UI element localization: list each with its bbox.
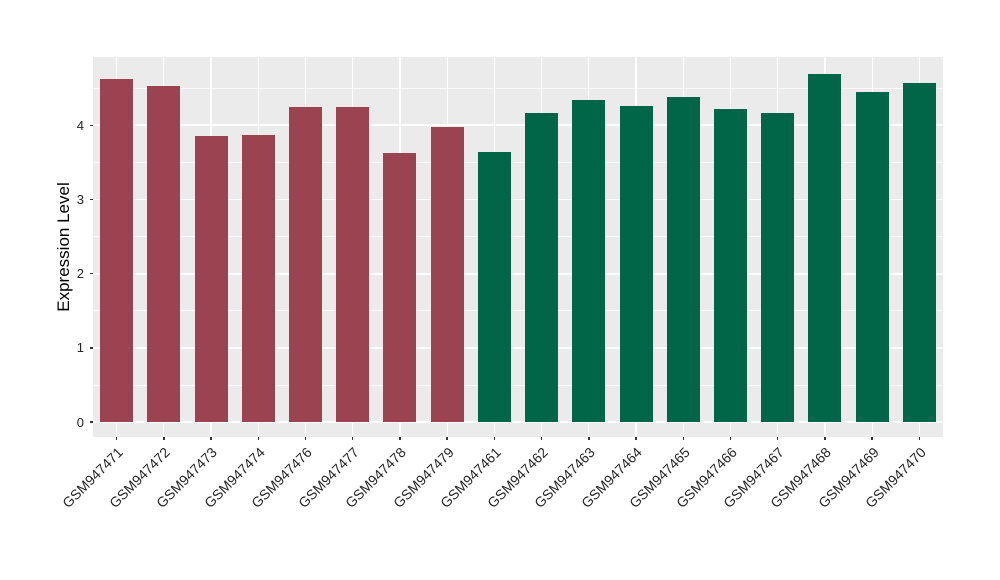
y-tick-mark	[90, 272, 93, 275]
x-tick-mark	[446, 437, 448, 440]
y-tick-mark	[90, 347, 93, 349]
bar-GSM947462	[525, 113, 559, 423]
plot-panel	[93, 57, 943, 437]
x-tick-mark	[304, 437, 307, 440]
major-gridline	[93, 124, 943, 127]
x-tick-mark	[776, 437, 779, 440]
bar-GSM947479	[430, 126, 464, 423]
x-tick-mark	[540, 437, 543, 440]
x-tick-mark	[257, 437, 260, 440]
x-tick-mark	[115, 437, 118, 440]
x-tick-mark	[635, 437, 637, 440]
bar-GSM947461	[477, 152, 511, 423]
major-gridline	[93, 272, 943, 275]
bar-GSM947467	[761, 112, 795, 423]
minor-gridline	[93, 236, 943, 238]
x-tick-mark	[210, 437, 212, 440]
y-tick-label: 4	[76, 117, 84, 133]
bar-GSM947464	[619, 105, 653, 423]
bar-GSM947473	[194, 136, 228, 423]
minor-gridline	[93, 384, 943, 386]
y-tick-label: 1	[76, 340, 84, 356]
x-tick-mark	[399, 437, 401, 440]
major-gridline	[93, 347, 943, 349]
x-tick-mark	[918, 437, 921, 440]
major-gridline	[93, 198, 943, 201]
x-tick-mark	[824, 437, 826, 440]
y-tick-label: 0	[76, 414, 84, 430]
x-tick-mark	[871, 437, 873, 440]
y-tick-label: 3	[76, 192, 84, 207]
minor-gridline	[93, 310, 943, 312]
x-tick-mark	[351, 437, 354, 440]
y-tick-label: 2	[76, 266, 84, 282]
bar-GSM947472	[147, 85, 181, 423]
bar-GSM947476	[289, 107, 322, 423]
x-tick-mark	[493, 437, 496, 440]
minor-gridline	[93, 87, 943, 89]
bar-GSM947465	[666, 97, 700, 423]
y-tick-mark	[90, 198, 93, 201]
bar-GSM947474	[241, 134, 275, 423]
bar-GSM947470	[902, 82, 936, 423]
minor-gridline	[93, 161, 943, 163]
bar-GSM947468	[808, 74, 842, 423]
bar-GSM947477	[336, 106, 370, 423]
y-tick-mark	[90, 421, 93, 423]
bar-GSM947478	[383, 153, 417, 423]
major-gridline	[93, 421, 943, 423]
x-tick-mark	[588, 437, 590, 440]
x-tick-mark	[163, 437, 165, 440]
bar-GSM947469	[855, 91, 889, 423]
x-tick-mark	[682, 437, 685, 440]
bar-GSM947466	[714, 108, 747, 423]
bar-GSM947463	[572, 100, 606, 423]
y-tick-mark	[90, 124, 93, 127]
x-tick-mark	[729, 437, 732, 440]
bar-GSM947471	[100, 79, 134, 423]
